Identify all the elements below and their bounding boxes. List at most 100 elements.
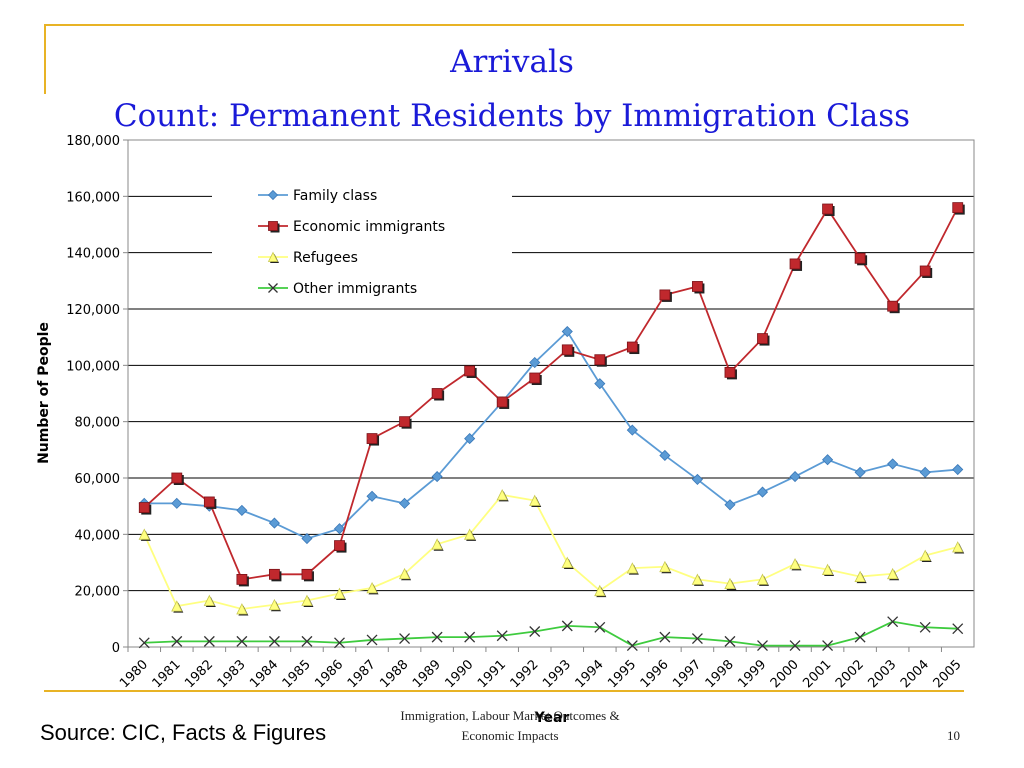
- data-point: [496, 396, 508, 408]
- slide-title: Arrivals: [450, 44, 574, 80]
- data-point: [203, 594, 215, 606]
- data-point: [919, 265, 931, 277]
- grid-lines: [128, 195, 974, 592]
- data-point: [789, 471, 801, 483]
- data-point: [464, 365, 476, 377]
- data-point: [626, 562, 638, 574]
- x-tick-label: 1986: [312, 657, 346, 691]
- x-tick-label: 1985: [280, 657, 314, 691]
- plot-area: [127, 139, 975, 648]
- x-tick-label: 2002: [833, 657, 867, 691]
- data-point: [366, 634, 378, 646]
- data-point: [756, 573, 769, 585]
- data-point: [756, 486, 769, 498]
- series-line: [144, 330, 958, 540]
- data-point: [399, 416, 410, 428]
- x-tick-label: 1983: [215, 657, 249, 691]
- x-tick-label: 1988: [377, 657, 411, 691]
- data-point: [919, 549, 931, 561]
- data-point: [431, 538, 443, 550]
- data-point: [626, 424, 638, 436]
- data-point: [822, 203, 833, 215]
- data-point: [854, 570, 866, 582]
- slide-subtitle: Count: Permanent Residents by Immigratio…: [113, 98, 911, 134]
- x-tick-label: 1995: [605, 657, 639, 691]
- x-tick-label: 2000: [768, 657, 802, 691]
- data-point: [268, 283, 278, 293]
- data-point: [724, 366, 736, 378]
- data-point: [626, 640, 638, 652]
- x-tick-label: 1984: [247, 657, 281, 691]
- data-point: [366, 433, 378, 444]
- y-tick-label: 60,000: [75, 472, 121, 487]
- data-point: [821, 563, 834, 575]
- legend-item: Refugees: [258, 250, 358, 266]
- x-tick-label: 1992: [508, 657, 542, 691]
- data-point: [529, 356, 541, 369]
- x-tick-label: 2004: [898, 657, 932, 691]
- data-point: [887, 300, 899, 312]
- footer-text: Immigration, Labour Market Outcomes & Ec…: [360, 706, 660, 746]
- data-point: [171, 635, 183, 647]
- data-point: [333, 523, 346, 535]
- x-tick-label: 1989: [410, 657, 444, 691]
- series-family-class: [138, 325, 964, 545]
- data-point: [431, 388, 443, 399]
- x-tick-label: 1980: [117, 657, 151, 691]
- data-point: [399, 497, 411, 509]
- series-line: [143, 207, 959, 581]
- x-tick-label: 1993: [540, 657, 574, 691]
- data-point: [659, 289, 671, 301]
- data-point: [171, 600, 183, 612]
- x-tick-label: 1982: [182, 657, 216, 691]
- y-tick-label: 180,000: [66, 134, 120, 149]
- data-point: [887, 567, 899, 580]
- data-point: [366, 581, 378, 594]
- legend-label: Refugees: [293, 250, 358, 266]
- x-tick-label: 2005: [931, 657, 965, 691]
- data-point: [594, 621, 606, 633]
- data-point: [757, 333, 768, 344]
- data-point: [919, 466, 931, 478]
- data-point: [952, 463, 964, 476]
- data-point: [334, 540, 345, 551]
- data-point: [334, 637, 345, 649]
- slide-frame-left: [44, 24, 46, 94]
- data-point: [691, 473, 703, 485]
- x-tick-label: 1991: [475, 657, 509, 691]
- data-point: [594, 378, 606, 390]
- data-point: [626, 341, 638, 353]
- x-tick-label: 1981: [150, 657, 184, 691]
- x-axis-ticks: 1980198119821983198419851986198719881989…: [117, 647, 965, 691]
- data-point: [659, 449, 671, 462]
- data-point: [236, 504, 248, 516]
- y-tick-label: 40,000: [75, 528, 121, 543]
- data-point: [138, 502, 150, 513]
- data-point: [236, 635, 248, 647]
- series-group: [138, 202, 965, 652]
- x-tick-label: 1997: [670, 657, 704, 691]
- data-point: [561, 556, 573, 568]
- data-point: [138, 528, 150, 540]
- data-point: [561, 620, 573, 632]
- legend-item: Other immigrants: [258, 281, 417, 297]
- data-point: [267, 189, 279, 201]
- data-point: [854, 466, 866, 478]
- data-point: [464, 528, 476, 540]
- x-tick-label: 1990: [442, 657, 476, 691]
- legend-label: Economic immigrants: [293, 219, 445, 235]
- series-economic-immigrants: [138, 202, 965, 587]
- series-other-immigrants: [138, 616, 964, 652]
- series-line: [144, 620, 958, 647]
- data-point: [301, 532, 313, 545]
- data-point: [529, 626, 541, 637]
- x-tick-label: 1994: [573, 657, 607, 691]
- data-point: [659, 560, 671, 573]
- slide-frame-bottom: [44, 690, 964, 692]
- data-point: [301, 635, 313, 647]
- x-tick-label: 1998: [703, 657, 737, 691]
- data-point: [464, 433, 476, 445]
- slide-frame-top: [44, 24, 964, 26]
- y-tick-label: 140,000: [66, 247, 120, 262]
